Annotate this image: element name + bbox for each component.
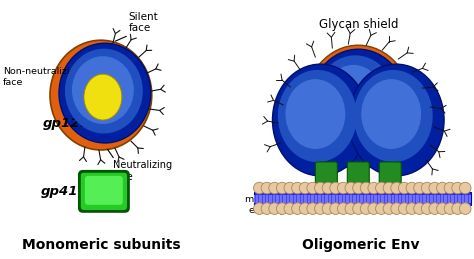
Circle shape <box>337 203 349 214</box>
Text: Glycan shield: Glycan shield <box>319 18 398 31</box>
Circle shape <box>299 203 311 214</box>
Text: Oligomeric Env: Oligomeric Env <box>301 238 419 252</box>
Text: Silent
face: Silent face <box>129 12 159 33</box>
Circle shape <box>345 203 356 214</box>
Ellipse shape <box>65 49 143 133</box>
Circle shape <box>459 182 471 194</box>
Circle shape <box>391 182 402 194</box>
Circle shape <box>360 203 372 214</box>
Text: gp120: gp120 <box>43 117 90 130</box>
Circle shape <box>383 182 395 194</box>
Circle shape <box>261 203 273 214</box>
Text: Neutralizing
face: Neutralizing face <box>113 160 172 182</box>
Circle shape <box>322 182 334 194</box>
Ellipse shape <box>304 45 412 169</box>
Circle shape <box>292 203 303 214</box>
Circle shape <box>375 182 387 194</box>
Circle shape <box>368 203 380 214</box>
Ellipse shape <box>59 43 151 143</box>
Ellipse shape <box>72 56 134 124</box>
Circle shape <box>429 203 440 214</box>
Circle shape <box>399 182 410 194</box>
Circle shape <box>284 182 296 194</box>
Ellipse shape <box>348 64 444 176</box>
Text: gp41: gp41 <box>40 185 78 198</box>
Circle shape <box>421 203 433 214</box>
Circle shape <box>391 203 402 214</box>
Circle shape <box>322 203 334 214</box>
Text: Non-neutralizing
face: Non-neutralizing face <box>3 67 82 87</box>
Circle shape <box>315 182 326 194</box>
Circle shape <box>452 203 464 214</box>
Circle shape <box>444 182 456 194</box>
FancyBboxPatch shape <box>78 170 130 213</box>
Ellipse shape <box>285 79 345 149</box>
Circle shape <box>315 203 326 214</box>
Circle shape <box>452 182 464 194</box>
Circle shape <box>307 203 319 214</box>
Circle shape <box>437 182 448 194</box>
Bar <box>254 192 471 205</box>
Ellipse shape <box>273 64 368 176</box>
Circle shape <box>330 182 341 194</box>
Circle shape <box>375 203 387 214</box>
Circle shape <box>254 203 265 214</box>
Circle shape <box>383 203 395 214</box>
Circle shape <box>276 182 288 194</box>
Circle shape <box>414 182 425 194</box>
FancyBboxPatch shape <box>85 176 123 205</box>
Circle shape <box>360 182 372 194</box>
Circle shape <box>414 203 425 214</box>
Circle shape <box>284 203 296 214</box>
Circle shape <box>421 182 433 194</box>
Circle shape <box>330 203 341 214</box>
Circle shape <box>437 203 448 214</box>
FancyBboxPatch shape <box>80 172 128 211</box>
Circle shape <box>261 182 273 194</box>
Circle shape <box>444 203 456 214</box>
Circle shape <box>269 203 280 214</box>
Circle shape <box>353 182 364 194</box>
Circle shape <box>353 203 364 214</box>
Ellipse shape <box>84 74 122 120</box>
Ellipse shape <box>322 65 384 137</box>
Circle shape <box>459 203 471 214</box>
Bar <box>254 195 471 203</box>
Ellipse shape <box>314 55 396 151</box>
Circle shape <box>269 182 280 194</box>
Ellipse shape <box>347 98 377 136</box>
Circle shape <box>307 182 319 194</box>
Circle shape <box>406 182 418 194</box>
Circle shape <box>429 182 440 194</box>
FancyBboxPatch shape <box>379 162 401 196</box>
FancyBboxPatch shape <box>347 162 369 196</box>
Text: Monomeric subunits: Monomeric subunits <box>22 238 180 252</box>
Circle shape <box>292 182 303 194</box>
Circle shape <box>345 182 356 194</box>
Circle shape <box>337 182 349 194</box>
Circle shape <box>399 203 410 214</box>
Text: Virus
membrane
envelope: Virus membrane envelope <box>245 185 297 215</box>
Circle shape <box>276 203 288 214</box>
Ellipse shape <box>278 70 357 162</box>
Ellipse shape <box>354 70 433 162</box>
Ellipse shape <box>361 79 421 149</box>
FancyBboxPatch shape <box>315 162 337 196</box>
Circle shape <box>254 182 265 194</box>
Circle shape <box>299 182 311 194</box>
Circle shape <box>406 203 418 214</box>
Ellipse shape <box>309 49 408 165</box>
Ellipse shape <box>50 40 152 150</box>
Circle shape <box>368 182 380 194</box>
